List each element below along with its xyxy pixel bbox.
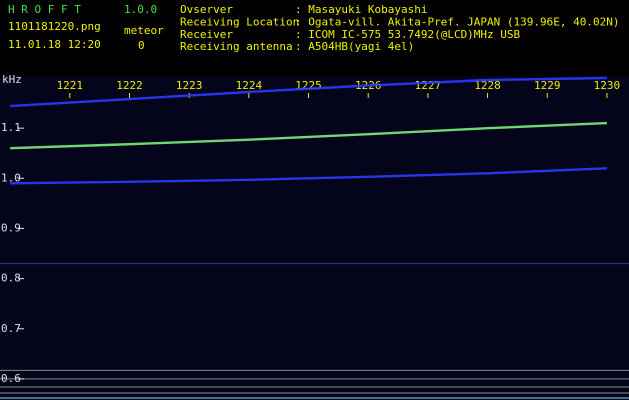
app-name: H R O F F T: [8, 3, 81, 16]
info-label: Receiving antenna: [180, 40, 293, 53]
info-label: Ovserver: [180, 3, 233, 16]
y-tick-label: 0.8: [1, 272, 21, 285]
trace: [10, 121, 607, 150]
x-tick-label: 1230: [594, 79, 621, 92]
y-tick-label: 0.7: [1, 322, 21, 335]
info-value: : ICOM IC-575 53.7492(@LCD)MHz USB: [295, 28, 521, 41]
info-value: : A504HB(yagi 4el): [295, 40, 414, 53]
y-tick-label: 0.6: [1, 372, 21, 385]
y-tick-label: 1.0: [1, 171, 21, 184]
info-value: : Masayuki Kobayashi: [295, 3, 427, 16]
info-label: Receiving Location: [180, 15, 299, 28]
file-name: 1101181220.png: [8, 20, 101, 33]
x-tick-label: 1229: [534, 79, 561, 92]
trace: [10, 76, 607, 108]
x-tick-label: 1223: [176, 79, 203, 92]
x-tick-label: 1227: [415, 79, 442, 92]
x-tick-label: 1224: [236, 79, 263, 92]
counter-label: meteor: [124, 24, 164, 37]
app-version: 1.0.0: [124, 3, 157, 16]
x-tick-label: 1221: [57, 79, 84, 92]
x-tick-label: 1228: [474, 79, 501, 92]
y-tick-label: 1.1: [1, 121, 21, 134]
counter-value: 0: [138, 39, 145, 52]
y-axis-label: kHz: [2, 73, 22, 86]
info-label: Receiver: [180, 28, 233, 41]
x-tick-label: 1222: [116, 79, 143, 92]
spectrogram-area: [0, 76, 629, 400]
y-tick-label: 0.9: [1, 221, 21, 234]
trace: [10, 167, 607, 185]
info-value: : Ogata-vill. Akita-Pref. JAPAN (139.96E…: [295, 15, 620, 28]
timestamp: 11.01.18 12:20: [8, 38, 101, 51]
